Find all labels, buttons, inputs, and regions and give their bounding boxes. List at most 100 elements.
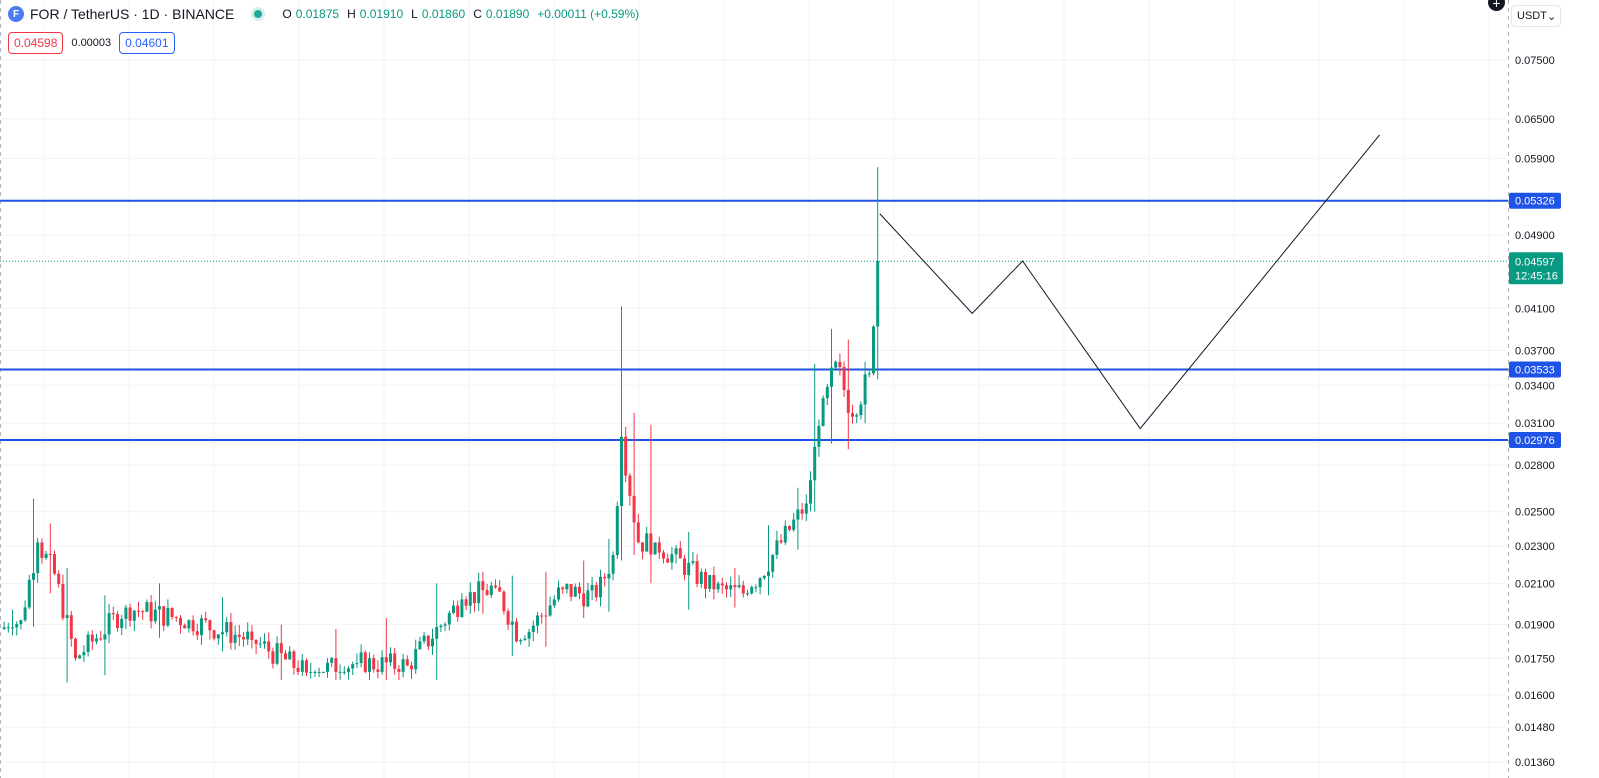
currency-select[interactable]: USDT ⌄: [1511, 5, 1561, 27]
candle-body: [603, 576, 607, 579]
candle-body: [876, 260, 880, 327]
candle-body: [426, 635, 430, 647]
candle-body: [460, 599, 464, 617]
candle-body: [657, 542, 661, 553]
price-tag: [1509, 432, 1561, 449]
candle-body: [36, 542, 40, 574]
candle-body: [111, 613, 115, 615]
ohlc-close-key: C: [473, 7, 482, 21]
candle-body: [817, 425, 821, 447]
candle-body: [174, 616, 178, 618]
candle-body: [309, 671, 313, 673]
candle-body: [439, 625, 443, 628]
candle-body: [636, 522, 640, 543]
candle-body: [279, 643, 283, 654]
candle-body: [250, 631, 254, 640]
candle-body: [641, 542, 644, 552]
candle-body: [779, 540, 783, 543]
y-tick-label: 0.02100: [1515, 578, 1555, 590]
candle-body: [578, 586, 581, 594]
candle-body: [296, 667, 300, 672]
candle-body: [872, 326, 875, 374]
candle-body: [221, 632, 224, 635]
candle-body: [762, 575, 766, 579]
candle-body: [183, 625, 187, 629]
candle-body: [393, 653, 397, 669]
candle-body: [225, 622, 229, 633]
candle-body: [666, 558, 670, 563]
candle-body: [145, 602, 149, 612]
candle-body: [107, 613, 111, 635]
y-tick-label: 0.06500: [1515, 114, 1555, 126]
candle-body: [200, 618, 203, 636]
candle-body: [187, 620, 191, 629]
sell-price-button[interactable]: 0.04598: [8, 32, 64, 54]
currency-label: USDT: [1517, 10, 1547, 22]
ohlc-readout: O 0.01875 H 0.01910 L 0.01860 C 0.01890 +0.0…: [282, 7, 643, 21]
candle-body: [607, 573, 611, 579]
candle-body: [338, 671, 342, 673]
candle-body: [397, 668, 401, 672]
y-tick-label: 0.02500: [1515, 507, 1555, 519]
symbol-title[interactable]: FOR / TetherUS · 1D · BINANCE: [30, 6, 235, 22]
candle-body: [750, 587, 754, 594]
candle-body: [527, 631, 531, 639]
candle-body: [267, 641, 271, 652]
y-tick-label: 0.01750: [1515, 653, 1555, 665]
candle-body: [27, 579, 31, 608]
countdown-label: 12:45:16: [1515, 270, 1558, 282]
add-plus-icon[interactable]: +: [1488, 0, 1505, 11]
candle-body: [536, 615, 539, 626]
candle-body: [813, 446, 817, 481]
candle-body: [347, 668, 350, 672]
candle-body: [531, 625, 535, 632]
y-tick-label: 0.04100: [1515, 303, 1555, 315]
ohlc-open-key: O: [282, 7, 292, 21]
candle-body: [435, 627, 439, 639]
candle-body: [124, 607, 128, 619]
candle-body: [552, 599, 556, 606]
candle-body: [317, 671, 321, 673]
candle-body: [292, 651, 296, 668]
candle-body: [418, 641, 422, 650]
candle-body: [405, 659, 409, 666]
candle-body: [704, 571, 707, 589]
buy-price-button[interactable]: 0.04601: [119, 32, 175, 54]
candle-body: [137, 610, 140, 612]
candle-body: [456, 605, 460, 617]
candle-body: [237, 634, 241, 638]
projection-drawing: [879, 134, 1380, 430]
candle-body: [23, 607, 27, 621]
y-tick-label: 0.01600: [1515, 690, 1555, 702]
candle-body: [242, 637, 245, 640]
candle-body: [708, 574, 712, 589]
y-tick-label: 0.01900: [1515, 620, 1555, 632]
candle-body: [838, 361, 842, 368]
candle-body: [15, 624, 19, 628]
ohlc-open-value: 0.01875: [295, 7, 340, 21]
y-tick-label: 0.02300: [1515, 541, 1555, 553]
candle-body: [792, 519, 796, 530]
candle-body: [74, 638, 77, 659]
candle-body: [519, 639, 523, 642]
candle-body: [263, 641, 266, 644]
candle-body: [582, 593, 586, 607]
price-tag-label: 0.03533: [1515, 364, 1555, 376]
candle-body: [170, 607, 174, 617]
candle-body: [6, 627, 10, 629]
candle-body: [863, 374, 867, 405]
candle-body: [32, 573, 35, 580]
ohlc-low-key: L: [411, 7, 418, 21]
candle-body: [498, 587, 502, 592]
candle-body: [40, 542, 44, 558]
candle-body: [767, 571, 770, 576]
candle-body: [821, 398, 825, 426]
candle-body: [599, 576, 602, 598]
candle-body: [271, 651, 275, 664]
candle-body: [401, 659, 405, 672]
candle-body: [834, 361, 838, 368]
candle-body: [422, 635, 426, 642]
candle-body: [573, 586, 577, 597]
price-axis: 0.07500 0.06500 0.05900 0.04900 0.04100 0.037…: [1509, 55, 1563, 769]
